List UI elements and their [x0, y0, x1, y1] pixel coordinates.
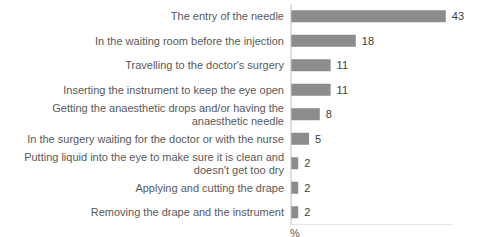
data-label: 8 [326, 108, 332, 120]
bar [291, 84, 331, 96]
category-label: Getting the anaesthetic drops and/or hav… [52, 102, 284, 127]
label-line: Removing the drape and the instrument [91, 206, 284, 218]
label-line: doesn't get too dry [194, 164, 285, 176]
chart: 43 The entry of the needle 18 In the waitin… [0, 0, 500, 237]
bars [291, 10, 446, 218]
category-label: In the surgery waiting for the doctor or… [27, 133, 284, 145]
category-label: Removing the drape and the instrument [91, 206, 284, 218]
label-line: anaesthetic needle [192, 115, 284, 127]
x-range-line [291, 224, 453, 225]
category-label: Putting liquid into the eye to make sure… [24, 151, 284, 176]
data-label: 2 [304, 182, 310, 194]
label-line: Getting the anaesthetic drops and/or hav… [52, 102, 284, 114]
bar [291, 59, 331, 71]
label-line: Putting liquid into the eye to make sure… [24, 151, 284, 163]
bar [291, 182, 298, 194]
data-label: 11 [337, 59, 348, 71]
bar [291, 35, 356, 47]
data-label: 11 [337, 84, 348, 96]
bar [291, 10, 446, 22]
x-axis-label: % [290, 227, 300, 237]
data-label: 43 [452, 10, 464, 22]
bar [291, 157, 298, 169]
axis-line [291, 4, 292, 225]
data-label: 2 [304, 206, 310, 218]
category-label: Applying and cutting the drape [135, 182, 284, 194]
bar [291, 108, 320, 120]
data-label: 18 [362, 35, 374, 47]
bar [291, 133, 309, 145]
label-line: Travelling to the doctor's surgery [125, 59, 284, 71]
category-label: In the waiting room before the injection [95, 35, 284, 47]
label-line: In the waiting room before the injection [95, 35, 284, 47]
category-label: Travelling to the doctor's surgery [125, 59, 284, 71]
category-label: Inserting the instrument to keep the eye… [63, 84, 284, 96]
bar [291, 206, 298, 218]
label-line: Inserting the instrument to keep the eye… [63, 84, 284, 96]
label-line: In the surgery waiting for the doctor or… [27, 133, 284, 145]
label-line: The entry of the needle [171, 10, 284, 22]
category-label: The entry of the needle [171, 10, 284, 22]
data-label: 2 [304, 157, 310, 169]
data-label: 5 [315, 133, 321, 145]
label-line: Applying and cutting the drape [135, 182, 284, 194]
